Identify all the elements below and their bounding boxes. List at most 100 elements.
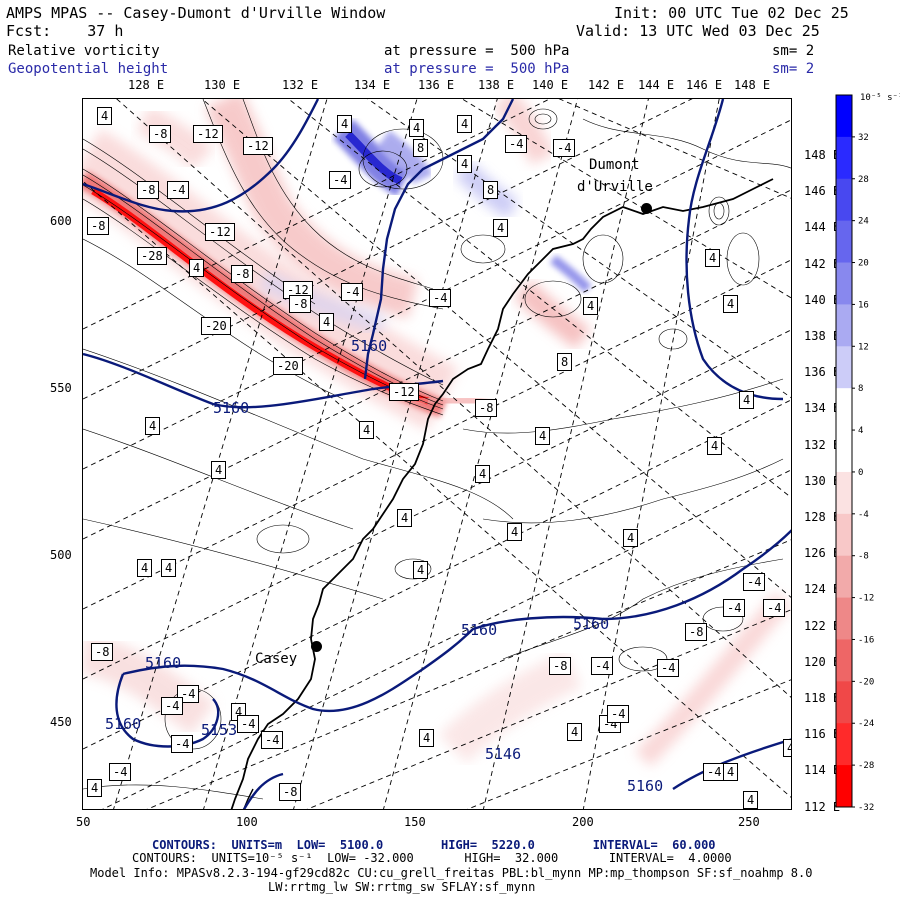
vorticity-contour-label: -28 bbox=[137, 247, 167, 265]
top-lon-label: 140 E bbox=[532, 78, 569, 92]
colorbar-canvas: 32 28 24 20 16 12 8 4 0 -4 -8 -12 -16 -20 -24 -28 -32 bbox=[835, 94, 874, 813]
top-lon-label: 132 E bbox=[282, 78, 319, 92]
vorticity-contour-label: -4 bbox=[607, 705, 630, 723]
colorbar-tick-label: -32 bbox=[858, 803, 874, 813]
geopotential-label: 5146 bbox=[485, 745, 522, 763]
colorbar-tick-label: -20 bbox=[858, 677, 874, 687]
colorbar-tick-label: 24 bbox=[858, 217, 869, 227]
top-lon-label: 148 E bbox=[734, 78, 771, 92]
map-canvas bbox=[83, 99, 791, 809]
top-lon-label: 138 E bbox=[478, 78, 515, 92]
colorbar-swatch bbox=[836, 681, 852, 724]
field2-smoothing: sm= 2 bbox=[772, 61, 815, 77]
vorticity-contour-label: 4 bbox=[783, 739, 791, 757]
vorticity-contour-label: -4 bbox=[329, 171, 352, 189]
dumont-durville-label-line2: d'Urville bbox=[577, 179, 653, 195]
vorticity-contour-label: -8 bbox=[91, 643, 114, 661]
geopotential-label: 5160 bbox=[627, 777, 664, 795]
vorticity-contour-label: -8 bbox=[137, 181, 160, 199]
vorticity-contour-label: -12 bbox=[205, 223, 235, 241]
colorbar-swatch bbox=[836, 136, 852, 180]
valid-time: Valid: 13 UTC Wed 03 Dec 25 bbox=[576, 22, 820, 40]
bottom-axis-tick: 200 bbox=[572, 815, 594, 829]
colorbar-tick-label: -4 bbox=[858, 510, 869, 520]
vorticity-contour-label: 4 bbox=[475, 465, 491, 483]
vorticity-contour-label: 4 bbox=[413, 561, 429, 579]
vorticity-contour-label: 4 bbox=[419, 729, 435, 747]
colorbar-tick-label: 20 bbox=[858, 259, 869, 269]
vorticity-contour-label: -4 bbox=[505, 135, 528, 153]
vorticity-contour-label: 4 bbox=[137, 559, 153, 577]
vorticity-contour-label: 4 bbox=[493, 219, 509, 237]
left-axis-tick: 600 bbox=[50, 214, 72, 228]
dumont-durville-label-line1: Dumont bbox=[589, 157, 640, 173]
vorticity-contour-label: 4 bbox=[145, 417, 161, 435]
vorticity-contour-label: -4 bbox=[429, 289, 452, 307]
top-lon-label: 136 E bbox=[418, 78, 455, 92]
vorticity-contour-label: 4 bbox=[161, 559, 177, 577]
vorticity-contour-label: -4 bbox=[723, 599, 746, 617]
vorticity-contour-label: 4 bbox=[359, 421, 375, 439]
vorticity-contour-label: -4 bbox=[171, 735, 194, 753]
colorbar-tick-label: -12 bbox=[858, 594, 874, 604]
bottom-axis-tick: 100 bbox=[236, 815, 258, 829]
colorbar-swatch bbox=[836, 220, 852, 264]
field1-name: Relative vorticity bbox=[8, 43, 160, 59]
geopotential-label: 5160 bbox=[351, 337, 388, 355]
geopotential-label: 5160 bbox=[573, 615, 610, 633]
colorbar-swatch bbox=[836, 639, 852, 682]
model-title: AMPS MPAS -- Casey-Dumont d'Urville Wind… bbox=[6, 4, 386, 22]
vorticity-contour-label: 4 bbox=[723, 763, 739, 781]
init-time: Init: 00 UTC Tue 02 Dec 25 bbox=[614, 4, 849, 22]
vorticity-contour-label: 4 bbox=[739, 391, 755, 409]
left-axis-tick: 550 bbox=[50, 381, 72, 395]
colorbar-tick-label: 28 bbox=[858, 175, 869, 185]
colorbar-tick-label: 32 bbox=[858, 133, 869, 143]
vorticity-contour-label: -4 bbox=[763, 599, 786, 617]
bottom-axis-tick: 50 bbox=[76, 815, 91, 829]
casey-marker bbox=[311, 641, 322, 652]
colorbar-tick-label: 16 bbox=[858, 300, 869, 310]
colorbar-swatch bbox=[836, 723, 852, 766]
vorticity-contour-label: 4 bbox=[337, 115, 353, 133]
colorbar-tick-label: 12 bbox=[858, 342, 869, 352]
geopotential-label: 5160 bbox=[213, 399, 250, 417]
bottom-axis-tick: 250 bbox=[738, 815, 760, 829]
model-info: Model Info: MPASv8.2.3-194-gf29cd82c CU:… bbox=[90, 866, 813, 880]
map-panel: 5160 5160 5160 5160 5160 5160 5160 5146 … bbox=[82, 98, 792, 810]
vorticity-contour-label: -12 bbox=[389, 383, 419, 401]
vorticity-contour-label: -12 bbox=[243, 137, 273, 155]
vorticity-contour-label: -8 bbox=[549, 657, 572, 675]
colorbar-swatch bbox=[836, 178, 852, 222]
colorbar-swatch bbox=[836, 471, 852, 515]
coastline bbox=[230, 178, 774, 809]
colorbar-swatch bbox=[836, 346, 852, 389]
colorbar-swatch bbox=[836, 597, 852, 640]
colorbar-unit: 10⁻⁵ s⁻¹ bbox=[860, 93, 900, 103]
colorbar-swatch bbox=[836, 262, 852, 305]
vorticity-contour-label: 4 bbox=[507, 523, 523, 541]
vorticity-contour-label: 4 bbox=[535, 427, 551, 445]
height-contour-info: CONTOURS: UNITS=m LOW= 5100.0 HIGH= 5220… bbox=[152, 838, 716, 852]
bottom-axis-tick: 150 bbox=[404, 815, 426, 829]
colorbar-tick-label: -8 bbox=[858, 552, 869, 562]
vorticity-contour-label: -12 bbox=[283, 281, 313, 299]
vorticity-contour-label: -12 bbox=[193, 125, 223, 143]
colorbar-swatch bbox=[836, 765, 852, 808]
vorticity-contour-label: -8 bbox=[289, 295, 312, 313]
vorticity-contour-label: 4 bbox=[567, 723, 583, 741]
left-axis-tick: 500 bbox=[50, 548, 72, 562]
field2-level: at pressure = 500 hPa bbox=[384, 61, 570, 77]
vorticity-contour-label: -4 bbox=[703, 763, 726, 781]
field1-smoothing: sm= 2 bbox=[772, 43, 815, 59]
colorbar-swatch bbox=[836, 513, 852, 557]
geopotential-label: 5160 bbox=[145, 654, 182, 672]
geopotential-label: 5160 bbox=[461, 621, 498, 639]
colorbar-tick-label: 0 bbox=[858, 468, 863, 478]
colorbar-tick-label: -16 bbox=[858, 635, 874, 645]
colorbar-tick-label: -28 bbox=[858, 761, 874, 771]
vorticity-contour-label: -8 bbox=[149, 125, 172, 143]
vorticity-contour-info: CONTOURS: UNITS=10⁻⁵ s⁻¹ LOW= -32.000 HI… bbox=[132, 851, 732, 865]
vorticity-contour-label: 4 bbox=[707, 437, 723, 455]
vorticity-contour-label: -20 bbox=[273, 357, 303, 375]
